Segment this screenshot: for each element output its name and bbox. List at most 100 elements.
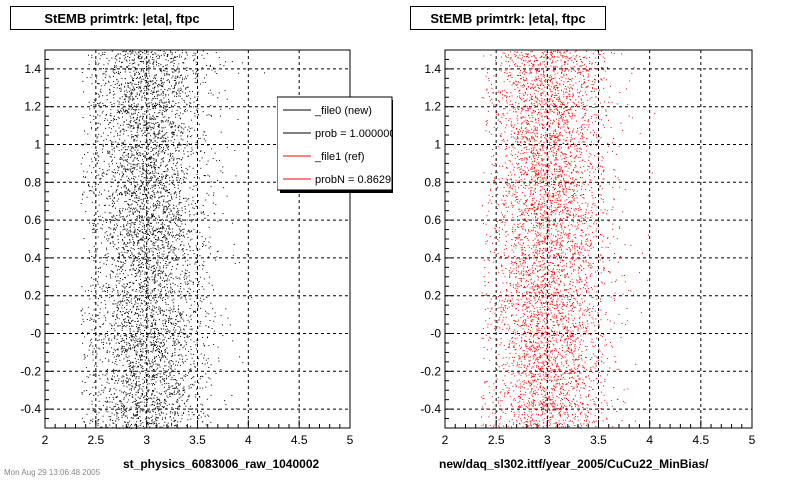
scatter-point bbox=[162, 106, 164, 108]
scatter-point bbox=[165, 407, 167, 409]
scatter-point bbox=[126, 175, 128, 177]
scatter-point bbox=[135, 414, 137, 416]
scatter-point bbox=[143, 186, 145, 188]
scatter-point bbox=[83, 182, 85, 183]
scatter-point bbox=[163, 82, 165, 84]
scatter-point bbox=[111, 171, 113, 173]
scatter-point bbox=[167, 119, 169, 121]
scatter-point bbox=[121, 405, 123, 407]
scatter-point bbox=[117, 354, 119, 356]
scatter-point bbox=[134, 345, 136, 347]
scatter-point bbox=[187, 86, 189, 88]
scatter-point bbox=[135, 391, 137, 393]
scatter-point bbox=[179, 226, 181, 228]
scatter-point bbox=[168, 94, 169, 96]
scatter-point bbox=[105, 71, 107, 73]
scatter-point bbox=[159, 176, 160, 177]
scatter-point bbox=[113, 328, 115, 330]
scatter-point bbox=[96, 162, 98, 164]
scatter-point bbox=[162, 345, 164, 347]
scatter-point bbox=[105, 127, 107, 129]
scatter-point bbox=[167, 225, 169, 227]
scatter-point bbox=[202, 211, 204, 213]
scatter-point bbox=[143, 97, 145, 99]
scatter-point bbox=[101, 339, 103, 341]
scatter-point bbox=[103, 54, 105, 55]
scatter-point bbox=[133, 192, 135, 194]
scatter-point bbox=[121, 376, 123, 378]
scatter-point bbox=[142, 344, 144, 346]
scatter-point bbox=[144, 79, 146, 81]
scatter-point bbox=[149, 188, 151, 190]
scatter-point bbox=[156, 307, 158, 308]
scatter-point bbox=[138, 197, 140, 199]
scatter-point bbox=[117, 135, 119, 137]
scatter-point bbox=[109, 424, 111, 426]
scatter-point bbox=[88, 349, 90, 351]
scatter-point bbox=[152, 273, 154, 275]
scatter-point bbox=[95, 373, 97, 375]
scatter-point bbox=[139, 264, 141, 266]
scatter-point bbox=[143, 281, 145, 282]
scatter-point bbox=[170, 232, 171, 234]
scatter-point bbox=[175, 82, 177, 84]
scatter-point bbox=[197, 304, 199, 306]
scatter-point bbox=[157, 408, 159, 410]
scatter-point bbox=[137, 216, 138, 218]
scatter-point bbox=[111, 347, 113, 349]
scatter-point bbox=[149, 109, 151, 110]
scatter-point bbox=[141, 388, 143, 390]
scatter-point bbox=[122, 255, 124, 257]
scatter-point bbox=[191, 329, 193, 331]
scatter-point bbox=[117, 417, 119, 419]
scatter-point bbox=[151, 117, 153, 119]
scatter-point bbox=[191, 219, 193, 221]
scatter-point bbox=[162, 140, 164, 142]
scatter-point bbox=[128, 360, 130, 361]
scatter-point bbox=[152, 363, 154, 365]
scatter-point bbox=[131, 134, 133, 136]
scatter-point bbox=[173, 344, 175, 346]
scatter-point bbox=[167, 233, 169, 235]
scatter-point bbox=[84, 421, 86, 423]
scatter-point bbox=[177, 50, 179, 52]
scatter-point bbox=[161, 101, 163, 103]
scatter-point bbox=[162, 246, 164, 248]
scatter-point bbox=[136, 202, 138, 204]
scatter-point bbox=[159, 286, 161, 288]
scatter-point bbox=[140, 322, 142, 324]
scatter-point bbox=[102, 286, 104, 288]
scatter-point bbox=[162, 378, 163, 380]
scatter-point bbox=[154, 168, 156, 170]
scatter-point bbox=[178, 305, 179, 307]
scatter-point bbox=[114, 243, 116, 245]
scatter-point bbox=[187, 136, 189, 138]
scatter-point bbox=[122, 210, 123, 212]
scatter-point bbox=[173, 334, 175, 336]
scatter-point bbox=[180, 75, 182, 77]
scatter-point bbox=[184, 92, 186, 94]
scatter-point bbox=[193, 129, 195, 131]
scatter-point bbox=[140, 278, 141, 280]
scatter-point bbox=[112, 70, 114, 72]
scatter-point bbox=[176, 113, 178, 115]
scatter-point bbox=[139, 166, 141, 168]
scatter-point bbox=[186, 52, 188, 54]
scatter-point bbox=[146, 402, 148, 404]
scatter-point bbox=[157, 219, 159, 221]
scatter-point bbox=[144, 319, 146, 321]
scatter-point bbox=[119, 325, 121, 327]
scatter-point bbox=[94, 328, 96, 330]
scatter-point bbox=[106, 197, 108, 199]
scatter-point bbox=[129, 345, 131, 347]
scatter-point bbox=[119, 208, 121, 210]
scatter-point bbox=[168, 315, 170, 317]
scatter-point bbox=[124, 184, 126, 186]
scatter-point bbox=[171, 299, 173, 301]
scatter-point bbox=[115, 403, 117, 405]
scatter-point bbox=[91, 172, 92, 174]
scatter-point bbox=[207, 174, 209, 176]
scatter-point bbox=[180, 215, 182, 217]
scatter-point bbox=[164, 70, 166, 72]
scatter-point bbox=[179, 232, 181, 234]
